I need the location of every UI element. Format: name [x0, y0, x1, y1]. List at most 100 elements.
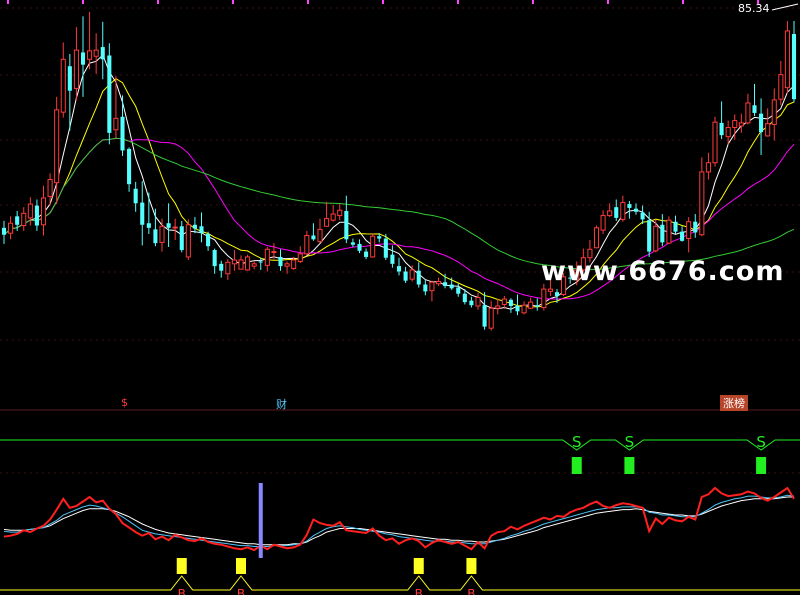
sell-signal: S [756, 433, 767, 474]
buy-signal: B [413, 558, 424, 595]
candle [245, 254, 251, 271]
dollar-marker[interactable]: $ [121, 396, 128, 409]
candle [258, 257, 263, 270]
candle-body [159, 225, 165, 243]
candle-body [185, 224, 191, 258]
candle [383, 233, 388, 260]
candle-body [100, 47, 105, 60]
candle [60, 42, 66, 118]
candle-body [765, 123, 771, 137]
candle-body [508, 299, 513, 306]
candle [133, 181, 138, 212]
candle [633, 203, 639, 215]
candle-body [271, 251, 277, 254]
candle-body [784, 30, 790, 89]
candle [435, 277, 442, 287]
candle-body [738, 122, 744, 127]
candle-body [297, 253, 303, 263]
candle-body [166, 223, 171, 228]
candle [330, 204, 336, 222]
candle-body [666, 219, 672, 244]
candle-body [482, 305, 487, 327]
candle [27, 197, 33, 226]
candle [337, 204, 343, 221]
candle [416, 262, 421, 288]
candle-body [80, 52, 86, 65]
candle [21, 207, 27, 231]
candle-body [660, 224, 665, 243]
candle-body [587, 248, 593, 259]
candle [778, 60, 784, 106]
candle [501, 296, 507, 310]
candle [344, 195, 349, 244]
candle [771, 88, 777, 141]
candle [699, 157, 705, 237]
candle [324, 201, 330, 227]
candle [364, 248, 369, 260]
candle-body [73, 49, 79, 89]
financial-report-marker[interactable]: 财 [276, 398, 287, 411]
sell-signal-letter: S [756, 433, 766, 451]
candle [93, 33, 99, 74]
candle-body [443, 282, 448, 287]
candle [120, 95, 125, 156]
candle [541, 283, 547, 311]
candle-body [113, 117, 119, 131]
candle [264, 246, 270, 272]
candle [409, 265, 415, 282]
buy-signal-letter: B [415, 587, 423, 595]
candle-body [245, 256, 251, 271]
candle [73, 27, 79, 101]
buy-signal: B [176, 558, 187, 595]
ma20-line [3, 137, 795, 300]
candle-body [547, 288, 553, 292]
candle-body [219, 263, 224, 271]
candle-body [686, 221, 692, 240]
candle-body [179, 226, 184, 251]
candle [469, 296, 474, 308]
candle-body [127, 148, 132, 185]
candle [627, 201, 632, 219]
candle [732, 114, 738, 140]
sell-signal: S [571, 433, 582, 474]
limit-up-marker[interactable]: 涨榜 [720, 395, 748, 411]
candle [87, 11, 93, 70]
candle-body [27, 203, 33, 219]
candle [166, 203, 171, 247]
candle-body [21, 212, 27, 227]
candle [179, 220, 184, 253]
buy-signal-box [413, 558, 424, 574]
chart-grid [0, 0, 800, 474]
candle [47, 173, 53, 206]
buy-signal-letter: B [178, 587, 186, 595]
candle-body [133, 188, 138, 204]
candle-body [778, 74, 784, 100]
candle [712, 116, 718, 167]
candle [34, 199, 39, 231]
candle [561, 273, 567, 296]
sell-signal-box [756, 457, 767, 474]
candle-body [311, 235, 316, 240]
candle-body [791, 34, 797, 100]
candle [172, 218, 178, 241]
candle [212, 248, 217, 274]
candle-body [495, 305, 501, 309]
candle-body [67, 66, 72, 91]
buy-signal: B [466, 558, 477, 595]
candle [475, 292, 481, 310]
candle [1, 220, 7, 244]
candle [745, 93, 751, 125]
candle-body [206, 233, 211, 247]
candle [199, 212, 204, 243]
candle [357, 239, 362, 254]
candle-body [462, 293, 467, 303]
buy-signal-letter: B [467, 587, 475, 595]
sell-signal-box [624, 457, 635, 474]
candle-body [34, 205, 39, 226]
candle-body [627, 204, 632, 208]
candle [159, 218, 165, 252]
candle-body [60, 58, 66, 113]
candle [403, 266, 408, 283]
candle [521, 301, 527, 315]
